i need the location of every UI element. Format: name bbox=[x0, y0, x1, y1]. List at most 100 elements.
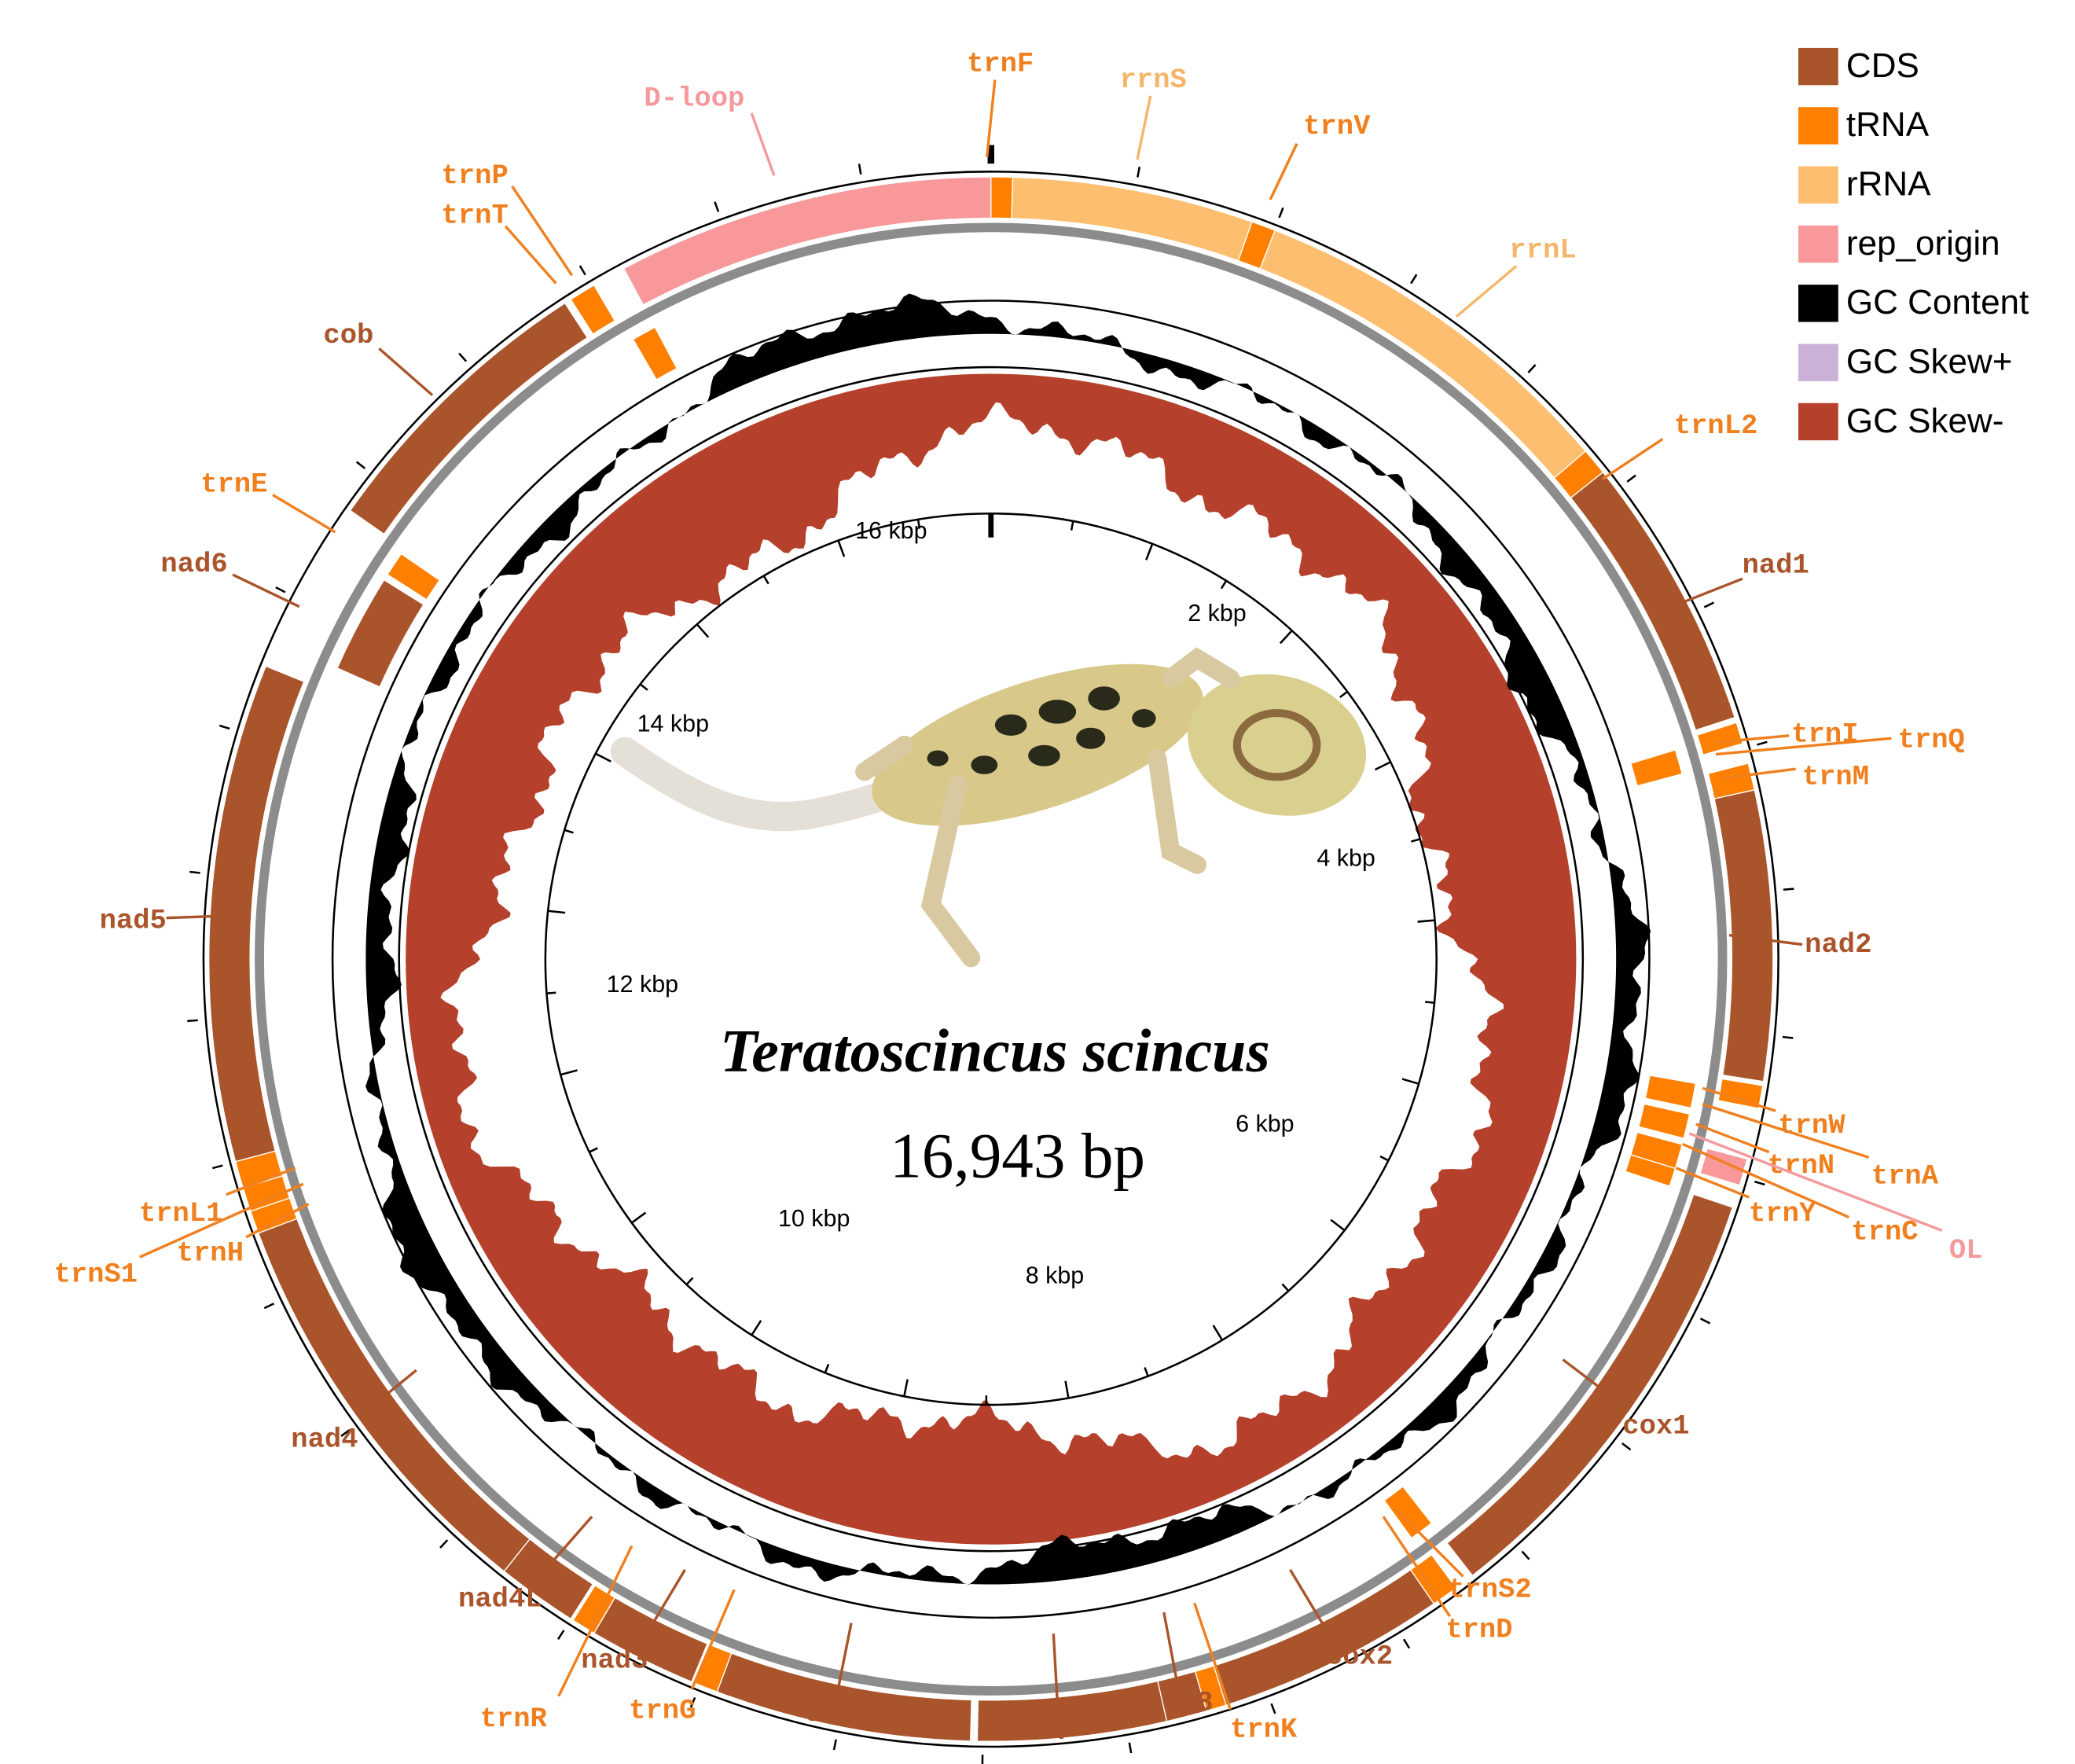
outer-tick bbox=[1782, 1035, 1794, 1039]
scale-label: 4 kbp bbox=[1317, 844, 1375, 871]
legend-label: rep_origin bbox=[1846, 224, 2000, 263]
outer-tick bbox=[211, 1164, 223, 1170]
gene-label: cox3 bbox=[805, 1697, 872, 1729]
feature-arc bbox=[1625, 1154, 1677, 1187]
gene-label: trnL1 bbox=[139, 1197, 223, 1229]
gene-label: cox1 bbox=[1622, 1410, 1689, 1442]
feature-arc bbox=[1213, 1569, 1435, 1707]
gene-label: trnR bbox=[480, 1703, 548, 1735]
gene-label: trnT bbox=[442, 200, 509, 232]
gene-label: trnF bbox=[967, 48, 1034, 80]
leader-line bbox=[511, 185, 574, 277]
leader-line bbox=[1269, 143, 1298, 200]
outer-tick bbox=[340, 1428, 351, 1437]
gene-label: atp8 bbox=[1146, 1687, 1213, 1719]
gene-label: trnH bbox=[177, 1237, 244, 1270]
leader-line bbox=[1671, 577, 1743, 608]
inner-tick bbox=[1410, 838, 1421, 843]
inner-tick bbox=[1064, 1380, 1070, 1398]
leader-line bbox=[1682, 1142, 1849, 1219]
leader-line bbox=[557, 1545, 634, 1697]
inner-tick bbox=[630, 1211, 647, 1224]
gene-label: trnG bbox=[629, 1695, 696, 1727]
feature-arc bbox=[1638, 1103, 1691, 1139]
feature-arc bbox=[1011, 176, 1253, 262]
gene-label: cob bbox=[323, 319, 373, 351]
inner-tick bbox=[1330, 1218, 1346, 1232]
feature-arc bbox=[632, 326, 678, 380]
gene-label: atp6 bbox=[1024, 1709, 1091, 1741]
leader-line bbox=[1136, 95, 1152, 160]
legend-label: CDS bbox=[1846, 46, 1919, 85]
gecko-legs bbox=[855, 647, 1240, 968]
inner-tick bbox=[762, 575, 769, 585]
inner-tick bbox=[1281, 1283, 1290, 1292]
leader-line bbox=[378, 347, 434, 396]
leader-line bbox=[272, 494, 336, 534]
outer-tick bbox=[1699, 1317, 1711, 1325]
outer-tick bbox=[439, 1539, 449, 1549]
gene-label: trnA bbox=[1871, 1159, 1939, 1192]
gene-label: nad6 bbox=[160, 548, 227, 580]
inner-tick bbox=[639, 683, 648, 691]
leader-line bbox=[986, 79, 997, 157]
outer-tick bbox=[189, 870, 200, 874]
outer-tick bbox=[1137, 166, 1141, 178]
gene-label: nad4 bbox=[291, 1423, 358, 1455]
outer-tick bbox=[714, 201, 720, 212]
gene-label: trnS2 bbox=[1448, 1574, 1532, 1606]
gene-label: rrnS bbox=[1120, 64, 1187, 96]
inner-tick bbox=[560, 1069, 578, 1076]
inner-tick bbox=[1425, 1001, 1435, 1004]
outer-tick bbox=[187, 1019, 198, 1023]
leader-line bbox=[232, 573, 300, 608]
gene-label: trnK bbox=[1230, 1713, 1298, 1745]
feature-arc bbox=[349, 302, 589, 535]
leader-line bbox=[836, 1623, 853, 1690]
outer-tick bbox=[578, 265, 586, 276]
outer-tick bbox=[1783, 888, 1794, 891]
gecko-illustration bbox=[610, 647, 1367, 968]
leader-line bbox=[1562, 1358, 1631, 1412]
inner-tick bbox=[589, 1147, 598, 1153]
feature-arc bbox=[1644, 1075, 1697, 1109]
inner-tick bbox=[1145, 543, 1154, 560]
leader-line bbox=[1722, 767, 1796, 780]
leader-line bbox=[1602, 438, 1664, 480]
leader-line bbox=[1702, 1103, 1870, 1159]
leader-line bbox=[139, 1182, 304, 1259]
inner-tick bbox=[1279, 630, 1293, 645]
outer-tick bbox=[858, 164, 862, 175]
species-title: Teratoscincus scincus bbox=[720, 1016, 1270, 1084]
feature-arc bbox=[990, 176, 1014, 219]
feature-arc bbox=[572, 1584, 616, 1634]
inner-tick bbox=[1379, 1155, 1390, 1162]
gene-label: nad4L bbox=[458, 1583, 542, 1615]
gene-label: trnC bbox=[1851, 1215, 1918, 1248]
ring-circle bbox=[544, 512, 1438, 1406]
outer-tick bbox=[1128, 1742, 1133, 1754]
leader-line bbox=[1695, 1123, 1770, 1154]
scale-label: 6 kbp bbox=[1236, 1111, 1295, 1137]
legend-swatch bbox=[1798, 107, 1838, 145]
ring-circle bbox=[202, 171, 1779, 1748]
outer-tick bbox=[1278, 207, 1284, 219]
gene-label: trnL2 bbox=[1674, 410, 1758, 442]
leader-line bbox=[1382, 1516, 1452, 1618]
outer-tick bbox=[1402, 1638, 1411, 1649]
outer-tick bbox=[1410, 274, 1418, 285]
scale-label: 14 kbp bbox=[637, 710, 709, 737]
legend-label: GC Skew+ bbox=[1846, 342, 2013, 380]
outer-tick bbox=[1521, 1550, 1530, 1560]
legend-swatch bbox=[1798, 47, 1838, 86]
leader-line bbox=[1395, 1509, 1464, 1578]
scale-label: 2 kbp bbox=[1188, 600, 1247, 627]
feature-arc bbox=[386, 553, 441, 601]
outer-tick bbox=[557, 1630, 565, 1640]
outer-tick bbox=[275, 586, 286, 594]
inner-tick bbox=[1220, 580, 1228, 590]
inner-tick bbox=[1374, 761, 1391, 771]
gene-label: nad2 bbox=[1805, 928, 1871, 961]
feature-arc bbox=[622, 176, 992, 306]
